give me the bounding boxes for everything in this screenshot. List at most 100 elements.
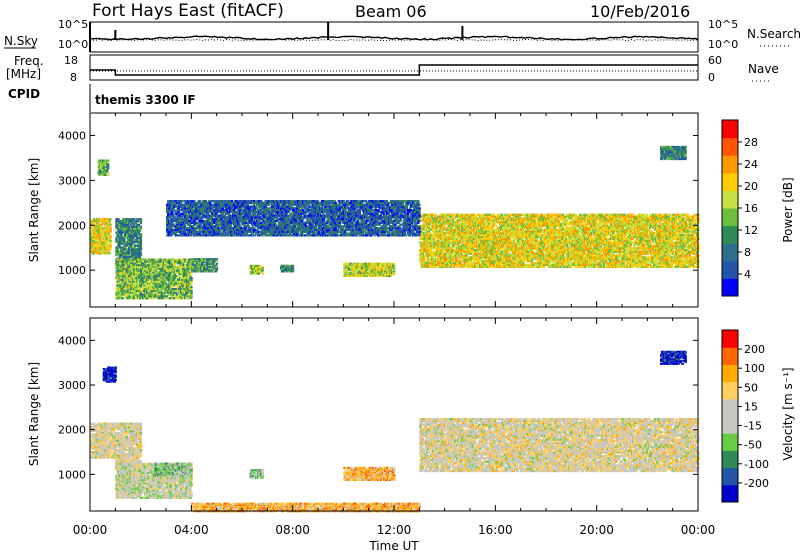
heatmap-cell — [205, 261, 209, 264]
heatmap-cell — [510, 234, 513, 237]
heatmap-cell — [291, 264, 295, 267]
heatmap-cell — [192, 267, 195, 270]
heatmap-cell — [140, 280, 143, 283]
nsearch-tick-bottom: 10^0 — [708, 38, 738, 51]
heatmap-cell — [170, 262, 174, 265]
heatmap-cell — [136, 252, 140, 255]
heatmap-cell — [135, 254, 139, 257]
heatmap-cell — [190, 264, 193, 267]
heatmap-cell — [119, 258, 122, 261]
heatmap-cell — [154, 295, 157, 298]
heatmap-cell — [451, 217, 455, 220]
heatmap-cell — [124, 264, 127, 267]
nsky-tick-top: 10^5 — [58, 18, 88, 31]
heatmap-cell — [436, 224, 439, 227]
heatmap-cell — [139, 235, 143, 238]
heatmap-cell — [173, 287, 177, 291]
heatmap-cell — [99, 245, 103, 248]
heatmap-cell — [128, 280, 132, 283]
heatmap-cell — [256, 264, 260, 268]
heatmap-cell — [128, 267, 132, 270]
heatmap-cell — [91, 223, 95, 226]
heatmap-cell — [510, 224, 513, 227]
heatmap-cell — [169, 271, 173, 274]
heatmap-cell — [91, 230, 95, 233]
heatmap-cell — [435, 213, 438, 216]
heatmap-cell — [135, 284, 139, 287]
heatmap-cell — [91, 227, 94, 230]
heatmap-cell — [98, 252, 102, 255]
heatmap-cell — [167, 262, 171, 265]
heatmap-cell — [212, 261, 216, 264]
heatmap-cell — [127, 223, 130, 226]
heatmap-cell — [126, 287, 129, 291]
heatmap-cell — [118, 225, 121, 228]
heatmap-cell — [505, 265, 508, 268]
heatmap-cell — [441, 247, 444, 250]
heatmap-cell — [125, 242, 128, 245]
heatmap-cell — [161, 267, 164, 270]
heatmap-cell — [449, 224, 453, 227]
heatmap-cell — [139, 291, 142, 294]
heatmap-cell — [518, 256, 522, 259]
heatmap-cell — [447, 224, 450, 227]
heatmap-cell — [137, 278, 141, 281]
heatmap-cell — [458, 222, 461, 226]
heatmap-cell — [528, 263, 531, 266]
heatmap-cell — [128, 276, 132, 280]
heatmap-cell — [140, 284, 143, 287]
heatmap-cell — [167, 280, 171, 283]
heatmap-cell — [182, 262, 185, 265]
heatmap-cell — [136, 267, 140, 270]
heatmap-cell — [189, 258, 192, 261]
heatmap-cell — [104, 218, 107, 221]
heatmap-cell — [186, 276, 189, 280]
heatmap-cell — [506, 226, 509, 229]
heatmap-cell — [163, 280, 166, 283]
heatmap-cell — [188, 262, 191, 265]
heatmap-cell — [149, 276, 152, 280]
heatmap-cell — [102, 241, 105, 244]
heatmap-cell — [121, 257, 124, 260]
heatmap-cell — [162, 293, 165, 296]
heatmap-cell — [138, 229, 142, 232]
heatmap-cell — [509, 221, 512, 224]
heatmap-cell — [526, 256, 529, 259]
heatmap-cell — [107, 250, 110, 253]
heatmap-cell — [139, 252, 143, 255]
heatmap-cell — [102, 161, 106, 164]
heatmap-cell — [502, 224, 505, 227]
heatmap-cell — [215, 259, 219, 262]
heatmap-cell — [136, 265, 140, 269]
heatmap-cell — [195, 258, 198, 261]
heatmap-cell — [128, 297, 132, 300]
heatmap-cell — [450, 249, 454, 252]
heatmap-cell — [198, 264, 201, 267]
heatmap-cell — [431, 247, 435, 250]
heatmap-cell — [289, 264, 292, 267]
heatmap-cell — [139, 240, 143, 243]
freq-trace — [90, 64, 698, 76]
heatmap-cell — [119, 264, 122, 267]
heatmap-cell — [95, 252, 99, 255]
heatmap-cell — [447, 243, 450, 246]
heatmap-cell — [129, 235, 132, 238]
heatmap-cell — [149, 265, 152, 269]
heatmap-cell — [92, 232, 96, 235]
heatmap-cell — [129, 262, 133, 265]
heatmap-cell — [464, 234, 467, 237]
heatmap-cell — [199, 259, 202, 262]
heatmap-cell — [255, 269, 258, 272]
heatmap-cell — [105, 245, 108, 248]
heatmap-cell — [525, 234, 528, 237]
station-title: Fort Hays East (fitACF) — [92, 1, 284, 21]
heatmap-cell — [106, 170, 109, 173]
nave-tick-bottom: 0 — [708, 71, 715, 84]
heatmap-cell — [132, 240, 136, 243]
heatmap-cell — [471, 234, 475, 237]
heatmap-cell — [129, 237, 133, 240]
heatmap-cell — [162, 258, 165, 261]
heatmap-cell — [458, 226, 461, 229]
heatmap-cell — [177, 286, 180, 289]
heatmap-cell — [126, 233, 129, 236]
